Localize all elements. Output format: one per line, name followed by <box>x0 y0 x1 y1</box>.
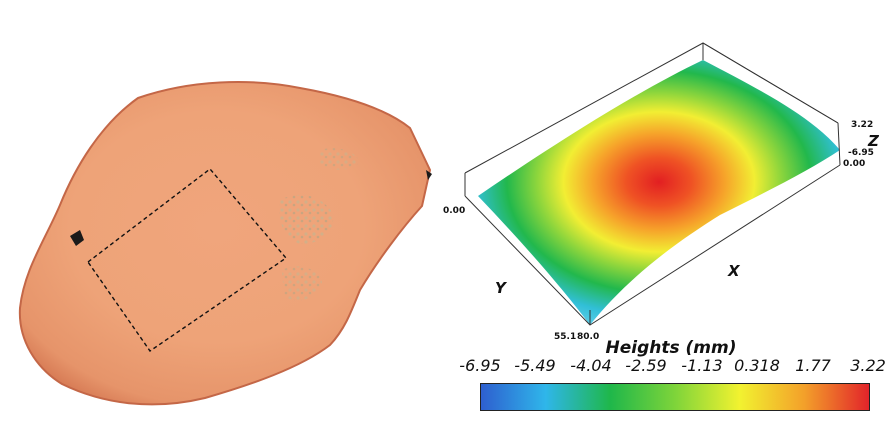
selection-rectangle <box>87 168 288 352</box>
corner-label-right-origin: 0.00 <box>843 159 865 169</box>
rock-shape <box>18 81 432 406</box>
lichen-patch-1 <box>278 194 334 245</box>
colorbar-tick: -5.49 <box>514 356 556 375</box>
corner-label-x-max: 80.0 <box>577 332 599 342</box>
rock-photo <box>18 81 432 406</box>
rock-edge-mark <box>426 170 432 180</box>
lichen-patch-2 <box>282 266 322 301</box>
lichen-patch-3 <box>320 148 360 170</box>
colorbar-tick: -4.04 <box>570 356 612 375</box>
colorbar-tick: -1.13 <box>681 356 723 375</box>
height-surface <box>478 60 840 325</box>
axis-label-y: Y <box>495 279 508 297</box>
rock-chip-mark <box>70 230 84 246</box>
surface-plot: X Y Z 0.00 55.1 80.0 3.22 -6.95 0.00 <box>443 42 880 342</box>
colorbar-tick: 3.22 <box>850 356 886 375</box>
corner-label-z-min: -6.95 <box>848 148 874 158</box>
corner-label-left-origin: 0.00 <box>443 206 465 216</box>
bbox-right-vertical <box>837 122 841 166</box>
corner-label-z-max: 3.22 <box>851 120 873 130</box>
colorbar-title: Heights (mm) <box>605 338 737 358</box>
colorbar-tick: -6.95 <box>459 356 501 375</box>
colorbar-tick: -2.59 <box>625 356 667 375</box>
axis-label-x: X <box>727 262 741 280</box>
colorbar-tick: 1.77 <box>795 356 831 375</box>
corner-label-y-max: 55.1 <box>554 332 576 342</box>
bbox-back-right-edge <box>702 42 839 124</box>
colorbar-tick-labels: -6.95 -5.49 -4.04 -2.59 -1.13 0.318 1.77… <box>459 356 886 382</box>
colorbar-tick: 0.318 <box>734 356 780 375</box>
axis-label-z: Z <box>867 132 880 150</box>
colorbar-gradient <box>480 383 870 411</box>
